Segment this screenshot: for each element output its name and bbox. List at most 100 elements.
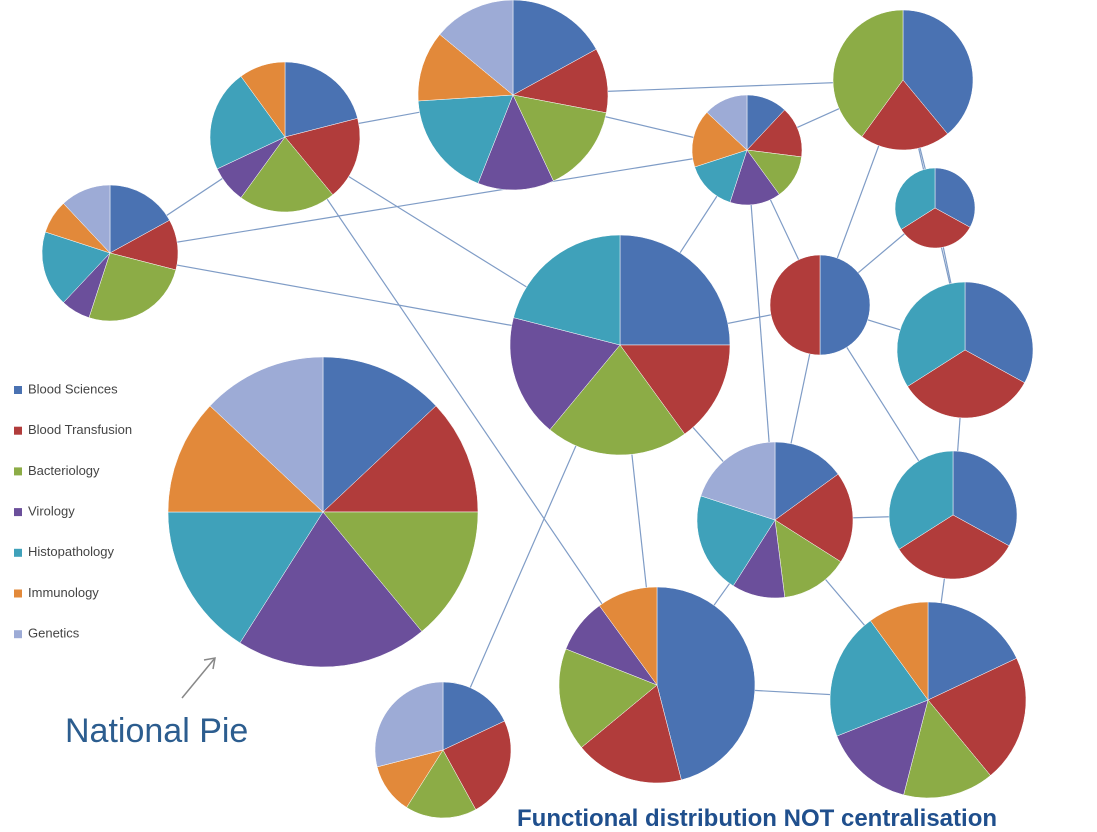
slice — [952, 450, 1018, 547]
slice — [417, 34, 514, 102]
slice — [439, 0, 514, 96]
slice — [774, 473, 854, 563]
slice — [549, 344, 686, 456]
legend-label: Blood Sciences — [28, 381, 118, 396]
slice — [374, 681, 444, 768]
slice — [769, 254, 821, 356]
slice — [706, 94, 748, 151]
slice — [512, 0, 597, 96]
slice — [832, 9, 904, 137]
pie — [41, 184, 179, 322]
slice — [512, 94, 607, 182]
slice — [513, 234, 621, 346]
pie — [167, 356, 479, 668]
slice — [696, 495, 776, 587]
slice — [888, 450, 954, 550]
legend-swatch — [14, 589, 22, 598]
legend-swatch — [14, 630, 22, 639]
slice — [599, 586, 658, 686]
slice — [88, 252, 177, 322]
slice — [477, 94, 554, 191]
slice — [829, 620, 929, 737]
legend-label: Blood Transfusion — [28, 422, 132, 437]
legend-label: Immunology — [28, 585, 99, 600]
slice — [322, 356, 437, 513]
slice — [900, 207, 971, 249]
slice — [896, 281, 966, 387]
slice — [509, 317, 621, 431]
legend-swatch — [14, 508, 22, 517]
slice — [581, 684, 682, 784]
caption: Functional distribution NOT centralisati… — [517, 805, 997, 832]
slice — [109, 184, 170, 254]
pie — [888, 450, 1018, 580]
link — [109, 149, 748, 254]
pie — [769, 254, 871, 356]
pie — [209, 61, 361, 213]
legend-label: Genetics — [28, 626, 80, 641]
slice — [417, 94, 514, 184]
legend-swatch — [14, 467, 22, 476]
slice — [898, 514, 1010, 580]
slice — [209, 75, 286, 170]
arrow — [181, 657, 216, 699]
slice — [907, 349, 1025, 419]
slice — [240, 61, 286, 138]
legend-swatch — [14, 426, 22, 435]
slice — [774, 441, 839, 521]
slice — [167, 511, 324, 644]
slice — [239, 511, 423, 668]
slice — [167, 405, 324, 513]
slice — [558, 648, 658, 748]
slice — [934, 167, 976, 228]
slice — [694, 149, 748, 203]
slice — [619, 234, 731, 346]
slice — [700, 441, 776, 521]
slice — [836, 699, 929, 796]
arrow-head — [203, 657, 216, 670]
slice — [41, 231, 111, 303]
link — [284, 136, 658, 686]
annotation: National Pie — [65, 712, 248, 750]
pie — [832, 9, 974, 151]
slice — [902, 9, 974, 135]
slice — [512, 48, 609, 114]
pie — [696, 441, 854, 599]
slice — [656, 586, 756, 781]
slice — [774, 519, 842, 598]
slice — [729, 149, 780, 206]
legend-label: Bacteriology — [28, 463, 100, 478]
slice — [691, 111, 748, 168]
pie — [509, 234, 731, 456]
legend: Blood Sciences Blood Transfusion Bacteriol… — [14, 381, 132, 641]
pie — [417, 0, 609, 191]
slice — [406, 749, 477, 819]
pie — [558, 586, 756, 784]
legend-label: Virology — [28, 504, 75, 519]
slice — [903, 699, 991, 799]
legend-swatch — [14, 548, 22, 557]
pie — [374, 681, 512, 819]
pies — [41, 0, 1034, 819]
slice — [894, 167, 936, 230]
slice — [870, 601, 929, 701]
slice — [927, 657, 1027, 776]
slice — [746, 109, 803, 158]
slice — [322, 405, 479, 513]
slice — [819, 254, 871, 356]
slice — [861, 79, 948, 151]
legend-label: Histopathology — [28, 544, 114, 559]
legend-swatch — [14, 386, 22, 394]
slice — [240, 136, 334, 213]
pie — [896, 281, 1034, 419]
slice — [284, 118, 361, 196]
slice — [209, 356, 324, 513]
slice — [442, 720, 512, 810]
slice — [964, 281, 1034, 384]
slice — [284, 61, 358, 138]
pie — [894, 167, 976, 249]
slice — [442, 681, 505, 751]
pie — [829, 601, 1027, 799]
slice — [63, 184, 111, 254]
